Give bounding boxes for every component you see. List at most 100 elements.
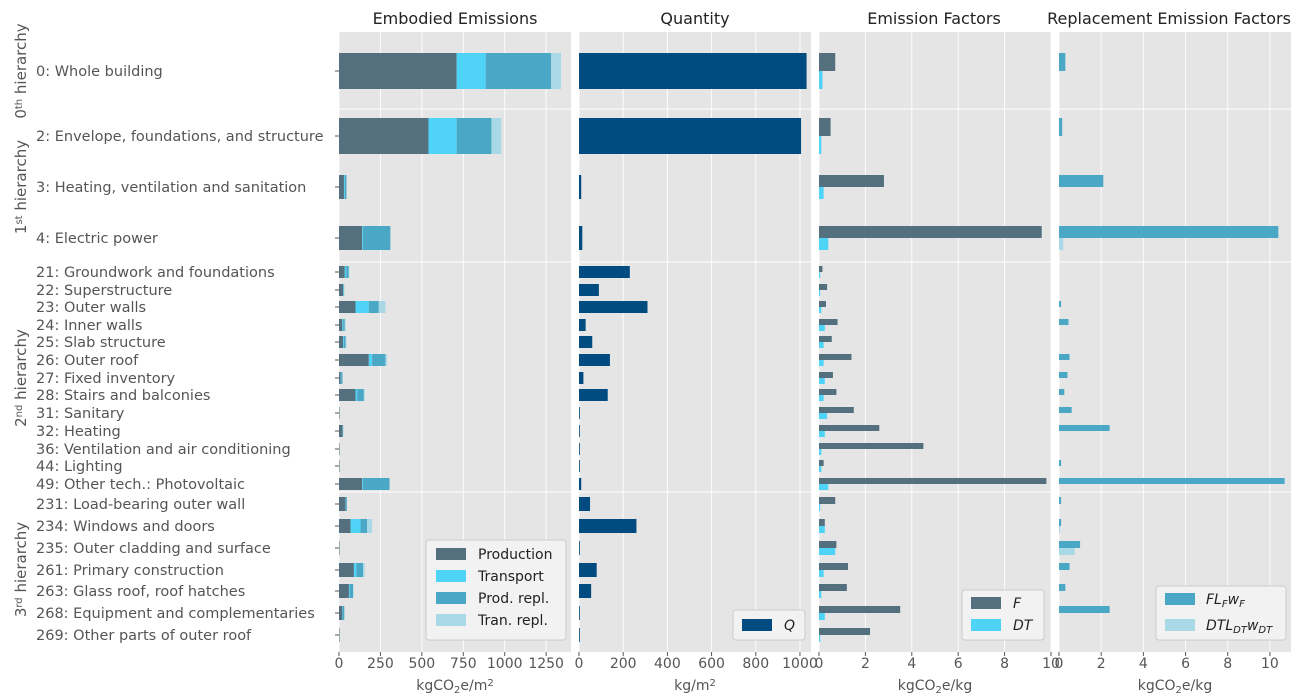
emission-bar-prod-repl- [343, 319, 345, 331]
repl-factor-fl-bar [1059, 519, 1061, 526]
repl-factor-dtl-bar [1059, 238, 1063, 250]
emission-bar-production [339, 407, 340, 419]
x-tick-label: 8 [1223, 656, 1232, 672]
emission-bar-prod-repl- [345, 175, 347, 199]
factor-f-bar [819, 389, 836, 395]
x-tick-label: 1000 [782, 656, 818, 672]
emission-bar-production [339, 336, 343, 348]
emission-bar-transport [356, 301, 369, 313]
x-tick-label: 8 [1000, 656, 1009, 672]
emission-bar-production [339, 519, 351, 533]
repl-factor-fl-bar [1059, 354, 1070, 360]
quantity-bar [579, 175, 581, 199]
factor-dt-bar [819, 272, 820, 278]
repl-factor-fl-bar [1059, 460, 1061, 466]
emission-bar-prod-repl- [343, 606, 345, 620]
emission-bar-prod-repl- [344, 284, 345, 296]
x-tick-label: 10 [1261, 656, 1279, 672]
legend-swatch [436, 592, 466, 604]
factor-dt-bar [819, 413, 827, 419]
quantity-bar [579, 407, 580, 419]
quantity-bar [579, 226, 582, 250]
category-label: 4: Electric power [36, 231, 158, 247]
hierarchy-label-number: 0 [12, 109, 30, 119]
emission-bar-tran-repl- [551, 53, 561, 89]
factor-f-bar [819, 541, 836, 548]
repl-factor-fl-bar [1059, 584, 1065, 591]
category-label: 234: Windows and doors [36, 519, 215, 535]
hierarchy-label-suffix: th [14, 99, 25, 109]
hierarchy-label-suffix: nd [14, 405, 25, 418]
factor-f-bar [819, 497, 835, 504]
emission-bar-transport [354, 563, 356, 577]
hierarchy-label-h2: 2nd hierarchy [12, 329, 30, 427]
emission-bar-production [339, 563, 354, 577]
factor-dt-bar [819, 591, 821, 598]
factor-f-bar [819, 407, 854, 413]
quantity-bar [579, 389, 608, 401]
emission-bar-transport [362, 478, 363, 490]
factor-dt-bar [819, 238, 828, 250]
repl-factor-fl-bar [1059, 319, 1068, 325]
factor-dt-bar [819, 378, 825, 384]
factor-dt-bar [819, 307, 821, 313]
quantity-bar [579, 584, 591, 598]
category-label: 32: Heating [36, 424, 121, 440]
emission-bar-prod-repl- [457, 118, 492, 154]
legend-swatch [1165, 593, 1195, 605]
legend-label: Production [478, 547, 552, 563]
factor-dt-bar [819, 395, 824, 401]
factor-f-bar [819, 53, 835, 71]
repl-factor-fl-bar [1059, 226, 1278, 238]
category-label: 28: Stairs and balconies [36, 388, 210, 404]
x-tick-label: 2 [1097, 656, 1106, 672]
emission-bar-production [339, 226, 362, 250]
x-tick-label: 2 [861, 656, 870, 672]
hierarchy-label-text: hierarchy [12, 23, 30, 99]
emission-bar-prod-repl- [363, 226, 390, 250]
hierarchy-label-suffix: rd [14, 597, 25, 607]
x-tick-label: 1000 [487, 656, 523, 672]
quantity-bar [579, 425, 580, 437]
factor-dt-bar [819, 466, 821, 472]
legend-swatch [742, 619, 772, 631]
emission-bar-production [339, 354, 369, 366]
x-tick-label: 600 [698, 656, 725, 672]
factor-dt-bar [819, 484, 828, 490]
hierarchy-label-number: 1 [12, 225, 30, 235]
legend-label-part: DT [1233, 625, 1248, 636]
factor-dt-bar [819, 360, 824, 366]
x-tick-label: 6 [1181, 656, 1190, 672]
hierarchy-label-number: 3 [12, 608, 30, 618]
repl-factor-fl-bar [1059, 301, 1061, 307]
x-axis-label: kgCO2e/kg [898, 678, 973, 695]
hierarchy-label-h1: 1st hierarchy [12, 140, 30, 234]
repl-factor-fl-bar [1059, 389, 1064, 395]
emission-bar-transport [343, 284, 344, 296]
emission-bar-production [339, 478, 362, 490]
x-tick-label: 200 [610, 656, 637, 672]
quantity-bar [579, 301, 647, 313]
emission-bar-prod-repl- [341, 372, 342, 384]
factor-dt-bar [819, 136, 821, 154]
emission-bar-prod-repl- [356, 563, 363, 577]
legend-label: Transport [477, 569, 544, 585]
x-tick-label: 0 [1055, 656, 1064, 672]
x-tick-label: 0 [575, 656, 584, 672]
hierarchy-label-text: hierarchy [12, 329, 30, 405]
repl-factor-fl-bar [1059, 425, 1110, 431]
factor-dt-bar [819, 635, 820, 642]
x-tick-label: 400 [654, 656, 681, 672]
category-label: 22: Superstructure [36, 283, 172, 299]
quantity-bar [579, 284, 599, 296]
factor-dt-bar [819, 325, 825, 331]
emission-bar-production [339, 372, 341, 384]
quantity-bar [579, 354, 610, 366]
quantity-bar [579, 478, 581, 490]
factor-f-bar [819, 226, 1042, 238]
x-tick-label: 4 [907, 656, 916, 672]
panel-3 [819, 32, 1051, 652]
factor-f-bar [819, 460, 824, 466]
factor-dt-bar [819, 526, 825, 533]
factor-f-bar [819, 628, 870, 635]
